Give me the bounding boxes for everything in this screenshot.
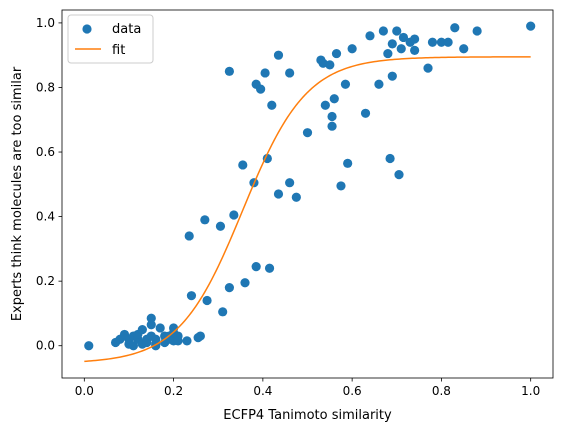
x-tick-label: 0.4 <box>253 384 272 398</box>
data-point <box>285 68 294 77</box>
data-point <box>428 38 437 47</box>
legend-marker-data <box>82 24 91 33</box>
data-point <box>196 331 205 340</box>
data-point <box>261 68 270 77</box>
y-tick-label: 0.8 <box>36 80 55 94</box>
data-point <box>292 193 301 202</box>
data-point <box>388 72 397 81</box>
data-point <box>173 336 182 345</box>
data-point <box>225 283 234 292</box>
data-point <box>265 264 274 273</box>
data-point <box>336 181 345 190</box>
x-tick-label: 0.0 <box>75 384 94 398</box>
data-point <box>274 189 283 198</box>
data-point <box>383 49 392 58</box>
data-point <box>321 101 330 110</box>
y-tick-label: 1.0 <box>36 16 55 30</box>
data-point <box>444 38 453 47</box>
data-point <box>229 210 238 219</box>
data-point <box>343 159 352 168</box>
data-point <box>187 291 196 300</box>
data-point <box>256 84 265 93</box>
legend-label-fit: fit <box>112 43 125 58</box>
data-point <box>200 215 209 224</box>
data-point <box>361 109 370 118</box>
y-tick-label: 0.2 <box>36 274 55 288</box>
data-point <box>450 23 459 32</box>
data-point <box>216 222 225 231</box>
data-point <box>459 44 468 53</box>
data-point <box>473 26 482 35</box>
data-point <box>410 34 419 43</box>
data-point <box>303 128 312 137</box>
data-point <box>341 80 350 89</box>
data-point <box>397 44 406 53</box>
x-tick-label: 0.6 <box>343 384 362 398</box>
data-point <box>238 160 247 169</box>
data-point <box>392 26 401 35</box>
x-tick-label: 1.0 <box>521 384 540 398</box>
y-axis-label: Experts think molecules are too similar <box>10 66 25 321</box>
y-tick-label: 0.0 <box>36 339 55 353</box>
legend: data fit <box>68 15 153 63</box>
data-point <box>225 67 234 76</box>
data-point <box>330 94 339 103</box>
x-axis-label: ECFP4 Tanimoto similarity <box>223 408 392 423</box>
data-point <box>332 49 341 58</box>
data-point <box>202 296 211 305</box>
data-point <box>182 336 191 345</box>
data-point <box>348 44 357 53</box>
data-point <box>379 26 388 35</box>
data-point <box>325 60 334 69</box>
data-point <box>285 178 294 187</box>
data-point <box>218 307 227 316</box>
data-point <box>385 154 394 163</box>
data-point <box>147 314 156 323</box>
data-point <box>394 170 403 179</box>
data-point <box>267 101 276 110</box>
x-tick-label: 0.8 <box>432 384 451 398</box>
data-point <box>274 51 283 60</box>
data-point <box>423 64 432 73</box>
legend-label-data: data <box>112 22 141 37</box>
y-tick-label: 0.6 <box>36 145 55 159</box>
data-point <box>526 22 535 31</box>
data-point <box>138 325 147 334</box>
data-point <box>327 112 336 121</box>
data-point <box>240 278 249 287</box>
data-point <box>365 31 374 40</box>
x-tick-label: 0.2 <box>164 384 183 398</box>
data-point <box>156 323 165 332</box>
data-point <box>252 262 261 271</box>
data-point <box>327 122 336 131</box>
y-tick-label: 0.4 <box>36 210 55 224</box>
data-point <box>84 341 93 350</box>
data-point <box>410 46 419 55</box>
data-point <box>374 80 383 89</box>
data-point <box>185 231 194 240</box>
data-point <box>388 39 397 48</box>
